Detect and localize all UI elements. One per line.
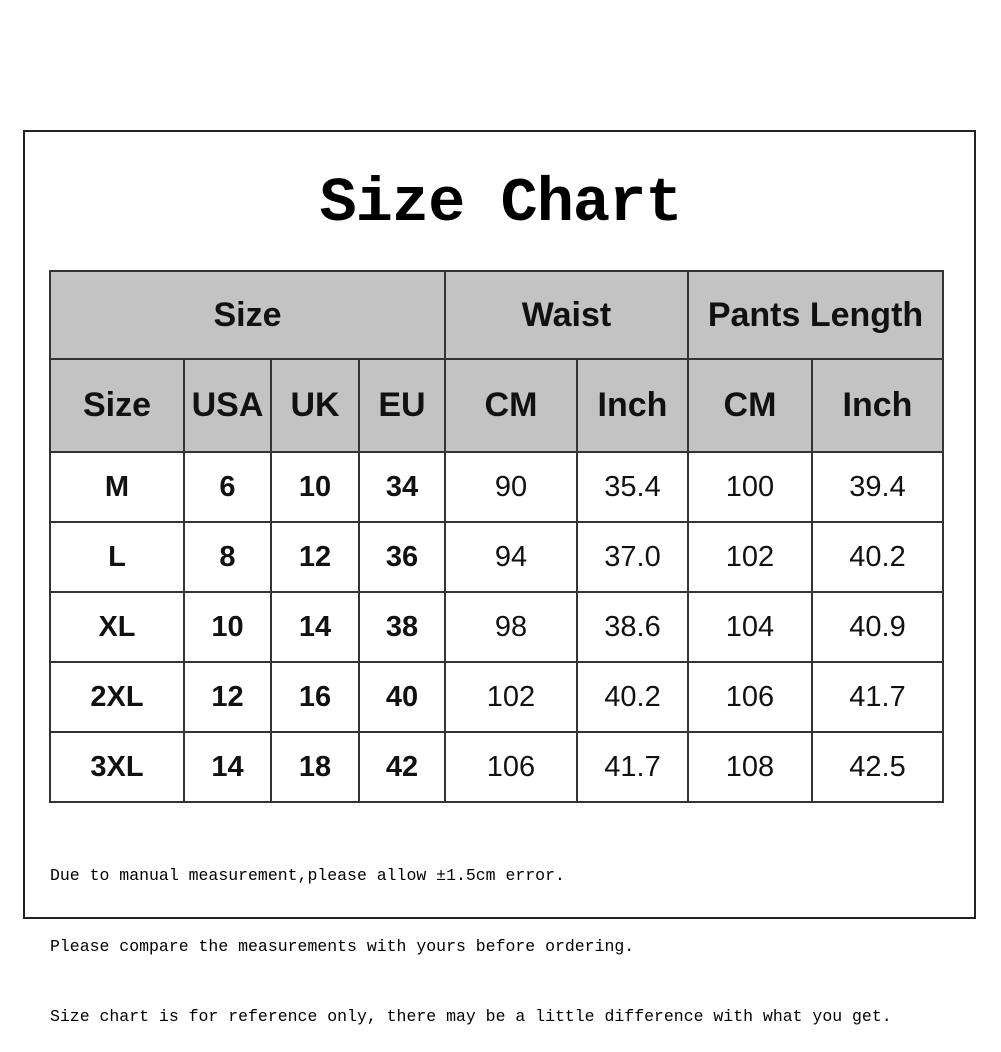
table-row: M 6 10 34 90 35.4 100 39.4 xyxy=(49,451,944,523)
column-header: Inch xyxy=(576,358,689,453)
table-cell: M xyxy=(49,451,185,523)
table-cell: 102 xyxy=(444,661,578,733)
table-cell: 106 xyxy=(444,731,578,803)
table-cell: 40 xyxy=(358,661,446,733)
table-cell: 36 xyxy=(358,521,446,593)
table-cell: 10 xyxy=(183,591,272,663)
group-header-size: Size xyxy=(49,270,446,360)
note-line: Size chart is for reference only, there … xyxy=(50,1007,892,1026)
column-header: CM xyxy=(444,358,578,453)
table-cell: 38.6 xyxy=(576,591,689,663)
table-row: XL 10 14 38 98 38.6 104 40.9 xyxy=(49,591,944,663)
note-line: Please compare the measurements with you… xyxy=(50,936,635,956)
table-cell: 94 xyxy=(444,521,578,593)
table-cell: 8 xyxy=(183,521,272,593)
table-cell: 38 xyxy=(358,591,446,663)
table-cell: 10 xyxy=(270,451,360,523)
group-header-pants-length: Pants Length xyxy=(687,270,944,360)
column-header: CM xyxy=(687,358,813,453)
table-cell: 108 xyxy=(687,731,813,803)
table-cell: XL xyxy=(49,591,185,663)
table-cell: 41.7 xyxy=(576,731,689,803)
table-cell: 40.2 xyxy=(576,661,689,733)
table-cell: 37.0 xyxy=(576,521,689,593)
table-cell: 12 xyxy=(183,661,272,733)
size-table: Size Waist Pants Length Size USA UK EU CM Inc… xyxy=(49,270,944,803)
table-cell: 2XL xyxy=(49,661,185,733)
table-cell: 16 xyxy=(270,661,360,733)
table-cell: 3XL xyxy=(49,731,185,803)
column-header: UK xyxy=(270,358,360,453)
column-header: Size xyxy=(49,358,185,453)
table-row: L 8 12 36 94 37.0 102 40.2 xyxy=(49,521,944,593)
table-cell: 40.2 xyxy=(811,521,944,593)
notes: Due to manual measurement,please allow ±… xyxy=(50,817,892,1052)
table-cell: 14 xyxy=(270,591,360,663)
chart-frame xyxy=(23,130,976,919)
column-header: USA xyxy=(183,358,272,453)
table-cell: 18 xyxy=(270,731,360,803)
table-row: 3XL 14 18 42 106 41.7 108 42.5 xyxy=(49,731,944,803)
table-cell: 35.4 xyxy=(576,451,689,523)
table-cell: 39.4 xyxy=(811,451,944,523)
table-cell: 14 xyxy=(183,731,272,803)
column-header: Inch xyxy=(811,358,944,453)
table-cell: L xyxy=(49,521,185,593)
table-cell: 12 xyxy=(270,521,360,593)
column-header: EU xyxy=(358,358,446,453)
table-cell: 104 xyxy=(687,591,813,663)
table-cell: 102 xyxy=(687,521,813,593)
table-cell: 6 xyxy=(183,451,272,523)
table-cell: 41.7 xyxy=(811,661,944,733)
table-cell: 90 xyxy=(444,451,578,523)
group-header-waist: Waist xyxy=(444,270,689,360)
table-cell: 42 xyxy=(358,731,446,803)
table-cell: 98 xyxy=(444,591,578,663)
group-header-row: Size Waist Pants Length xyxy=(49,270,944,360)
table-row: 2XL 12 16 40 102 40.2 106 41.7 xyxy=(49,661,944,733)
table-cell: 42.5 xyxy=(811,731,944,803)
page-title: Size Chart xyxy=(319,168,682,239)
table-cell: 100 xyxy=(687,451,813,523)
table-cell: 34 xyxy=(358,451,446,523)
table-cell: 106 xyxy=(687,661,813,733)
note-line: Due to manual measurement,please allow ±… xyxy=(50,866,565,885)
sub-header-row: Size USA UK EU CM Inch CM Inch xyxy=(49,358,944,453)
table-cell: 40.9 xyxy=(811,591,944,663)
